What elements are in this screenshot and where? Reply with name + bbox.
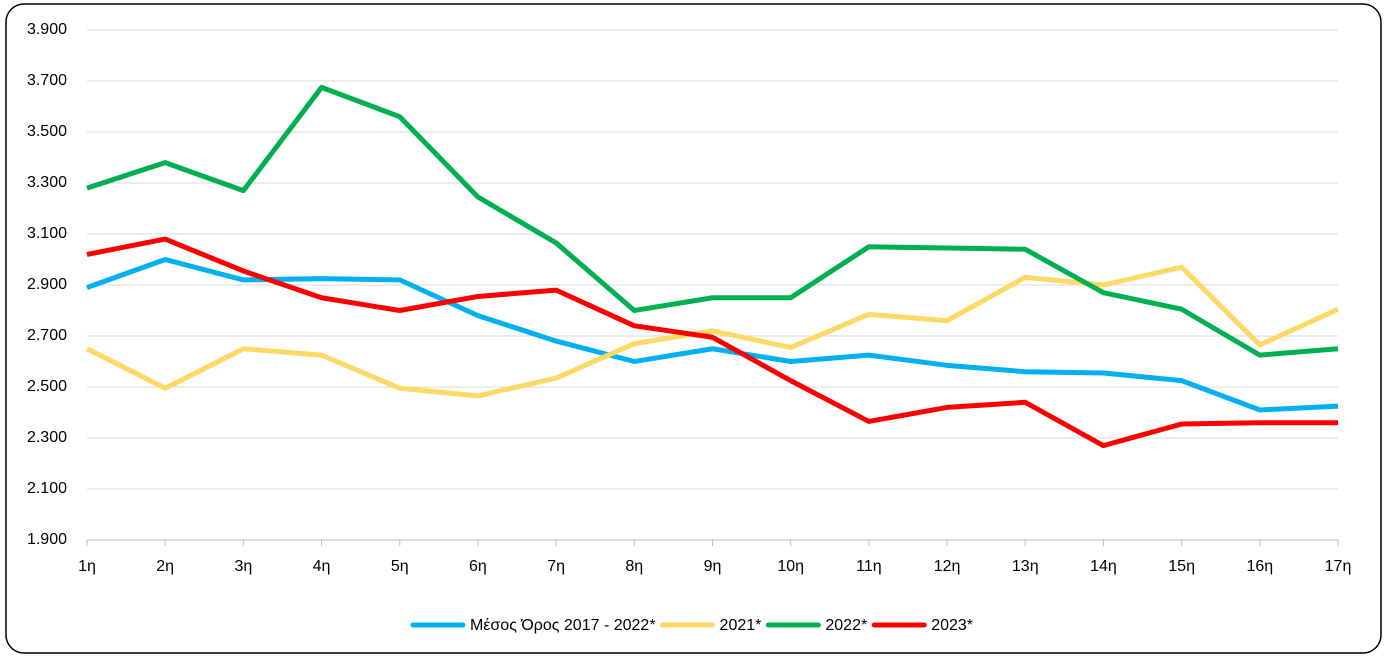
legend-label: 2022*: [825, 617, 867, 634]
y-tick-label: 3.900: [27, 21, 67, 38]
y-tick-label: 2.300: [27, 429, 67, 446]
series-line: [86, 257, 1339, 413]
x-tick-label: 1η: [78, 558, 96, 575]
y-tick-label: 3.300: [27, 174, 67, 191]
y-tick-label: 2.900: [27, 276, 67, 293]
labels: 1.900 2.100 2.300 2.500 2.700 2.900 3.100 3.300…: [27, 21, 1351, 575]
x-tick-label: 14η: [1090, 558, 1117, 575]
x-tick-label: 2η: [156, 558, 174, 575]
x-tick-label: 3η: [234, 558, 252, 575]
y-tick-label: 3.700: [27, 72, 67, 89]
x-tick-label: 12η: [934, 558, 961, 575]
x-tick-label: 10η: [777, 558, 804, 575]
x-tick-label: 11η: [856, 558, 882, 575]
series-line: [86, 84, 1339, 358]
x-tick-label: 8η: [625, 558, 643, 575]
x-tick-label: 5η: [391, 558, 409, 575]
x-tick-label: 9η: [704, 558, 722, 575]
x-tick-label: 17η: [1325, 558, 1352, 575]
y-tick-label: 2.500: [27, 378, 67, 395]
y-tick-label: 2.700: [27, 327, 67, 344]
series-line: [86, 236, 1338, 449]
legend-label: 2023*: [931, 617, 973, 634]
x-tick-label: 15η: [1168, 558, 1195, 575]
x-tick-label: 4η: [313, 558, 331, 575]
series-line: [85, 264, 1340, 399]
y-tick-label: 2.100: [27, 480, 67, 497]
chart-frame: [5, 3, 1382, 654]
legend: Μέσος Όρος 2017 - 2022* 2021* 2022* 2023*: [410, 617, 973, 634]
lines: [85, 84, 1340, 449]
x-tick-label: 13η: [1012, 558, 1039, 575]
legend-label: 2021*: [720, 617, 762, 634]
legend-label: Μέσος Όρος 2017 - 2022*: [470, 617, 656, 634]
y-tick-label: 3.500: [27, 123, 67, 140]
x-tick-label: 16η: [1246, 558, 1273, 575]
x-tick-label: 7η: [547, 558, 565, 575]
y-tick-label: 3.100: [27, 225, 67, 242]
x-tick-label: 6η: [469, 558, 487, 575]
y-tick-label: 1.900: [27, 531, 67, 548]
